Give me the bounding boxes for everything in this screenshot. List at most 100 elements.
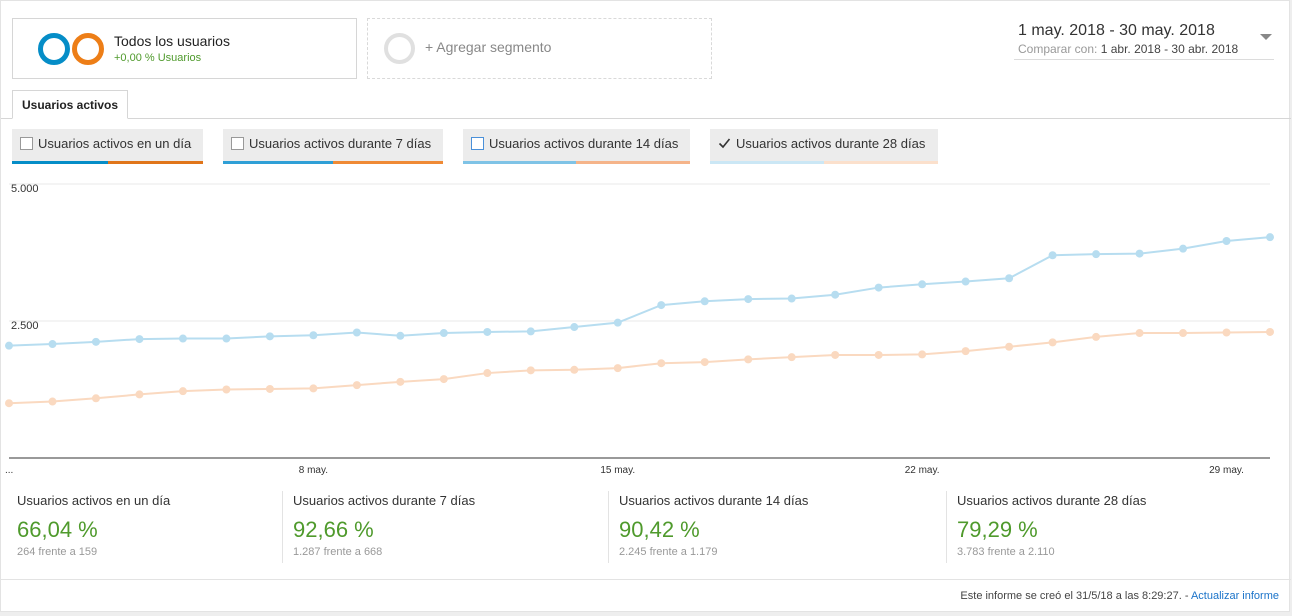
- x-tick-label: 29 may.: [1209, 465, 1244, 476]
- data-point-current: [5, 341, 13, 350]
- kpi-compare: 3.783 frente a 2.110: [957, 546, 1055, 558]
- data-point-previous: [222, 385, 231, 394]
- current-color-bar: [223, 161, 333, 164]
- segment-previous-donut-icon: [72, 33, 104, 65]
- data-point-previous: [874, 350, 883, 359]
- metric-label: Usuarios activos durante 28 días: [736, 136, 926, 151]
- data-point-current: [526, 327, 535, 336]
- metric-label: Usuarios activos durante 7 días: [249, 136, 432, 151]
- data-point-current: [1005, 274, 1014, 283]
- add-segment-button[interactable]: + Agregar segmento: [367, 18, 712, 79]
- metric-checkbox-checked[interactable]: [718, 137, 731, 150]
- data-point-previous: [570, 365, 579, 374]
- kpi-1-day: Usuarios activos en un día 66,04 % 264 f…: [17, 489, 267, 569]
- kpi-divider: [946, 491, 947, 563]
- data-point-current: [483, 327, 492, 336]
- data-point-current: [570, 323, 579, 332]
- data-point-current: [1179, 244, 1188, 253]
- data-point-previous: [1179, 329, 1188, 338]
- current-color-bar: [463, 161, 576, 164]
- segment-all-users[interactable]: Todos los usuarios +0,00 % Usuarios: [12, 18, 357, 79]
- data-point-current: [396, 331, 405, 340]
- data-point-previous: [439, 375, 448, 384]
- data-point-current: [135, 335, 144, 344]
- y-tick-label: 2.500: [11, 320, 39, 332]
- data-point-previous: [396, 377, 405, 386]
- data-point-current: [1222, 236, 1231, 245]
- kpi-name: Usuarios activos durante 28 días: [957, 493, 1147, 508]
- data-point-previous: [1005, 342, 1014, 351]
- data-point-previous: [613, 364, 622, 373]
- metric-checkbox[interactable]: [231, 137, 244, 150]
- checkmark-icon: [718, 138, 731, 149]
- data-point-current: [1048, 251, 1057, 260]
- data-point-previous: [526, 366, 535, 375]
- previous-color-bar: [108, 161, 203, 164]
- kpi-value: 90,42 %: [619, 517, 700, 542]
- compare-value: 1 abr. 2018 - 30 abr. 2018: [1100, 42, 1239, 56]
- add-segment-label: + Agregar segmento: [425, 39, 552, 55]
- data-point-previous: [831, 350, 840, 359]
- metric-checkbox[interactable]: [471, 137, 484, 150]
- data-point-previous: [1222, 328, 1231, 337]
- data-point-current: [874, 283, 883, 292]
- metric-checkbox[interactable]: [20, 137, 33, 150]
- y-tick-label: 5.000: [11, 183, 39, 195]
- series-line-current: [8, 236, 1271, 347]
- data-point-previous: [265, 384, 274, 393]
- data-point-previous: [1092, 332, 1101, 341]
- previous-color-bar: [333, 161, 443, 164]
- data-point-current: [961, 277, 970, 286]
- active-users-line-chart[interactable]: 5.000 2.500... 8 may. 15 may. 22 may. 29 may.: [1, 171, 1291, 481]
- data-point-previous: [787, 353, 796, 362]
- data-point-current: [1266, 233, 1274, 242]
- series-line-previous: [8, 330, 1271, 405]
- data-point-current: [613, 318, 622, 327]
- previous-color-bar: [824, 161, 938, 164]
- data-point-previous: [309, 384, 318, 393]
- x-tick-label: ...: [5, 465, 13, 476]
- data-point-current: [1092, 250, 1101, 259]
- kpi-divider: [282, 491, 283, 563]
- report-footer: Este informe se creó el 31/5/18 a las 8:…: [1, 579, 1291, 613]
- kpi-compare: 264 frente a 159: [17, 546, 98, 558]
- empty-segment-donut-icon: [384, 33, 415, 64]
- data-point-previous: [744, 355, 753, 364]
- data-point-previous: [961, 347, 970, 356]
- metric-toggle-28-days[interactable]: Usuarios activos durante 28 días: [710, 129, 938, 164]
- data-point-current: [831, 290, 840, 299]
- tab-active-users[interactable]: Usuarios activos: [12, 90, 129, 119]
- data-point-current: [744, 295, 753, 304]
- date-range-picker[interactable]: 1 may. 2018 - 30 may. 2018 Comparar con:…: [1014, 22, 1274, 60]
- date-range-main: 1 may. 2018 - 30 may. 2018: [1018, 22, 1215, 39]
- data-point-previous: [657, 359, 666, 368]
- metric-toggle-7-days[interactable]: Usuarios activos durante 7 días: [223, 129, 443, 164]
- kpi-value: 66,04 %: [17, 517, 98, 542]
- kpi-name: Usuarios activos durante 7 días: [293, 493, 476, 508]
- kpi-name: Usuarios activos en un día: [17, 493, 171, 508]
- segment-current-donut-icon: [38, 33, 70, 65]
- data-point-current: [309, 331, 318, 340]
- tab-bar: [1, 118, 1291, 119]
- previous-color-bar: [576, 161, 690, 164]
- data-point-previous: [1048, 338, 1057, 347]
- data-point-previous: [483, 369, 492, 378]
- metric-toggle-1-day[interactable]: Usuarios activos en un día: [12, 129, 203, 164]
- data-point-current: [222, 334, 231, 343]
- metric-label: Usuarios activos durante 14 días: [489, 136, 679, 151]
- kpi-compare: 2.245 frente a 1.179: [619, 546, 718, 558]
- chevron-down-icon[interactable]: [1260, 34, 1272, 40]
- kpi-value: 92,66 %: [293, 517, 374, 542]
- data-point-current: [178, 334, 187, 343]
- segment-title: Todos los usuarios: [114, 33, 230, 49]
- data-point-previous: [1135, 329, 1144, 338]
- footer-text: Este informe se creó el 31/5/18 a las 8:…: [960, 590, 1279, 602]
- segment-subtitle: +0,00 % Usuarios: [114, 52, 202, 64]
- metric-toggle-14-days[interactable]: Usuarios activos durante 14 días: [463, 129, 690, 164]
- date-range-compare: Comparar con: 1 abr. 2018 - 30 abr. 2018: [1018, 42, 1238, 56]
- kpi-name: Usuarios activos durante 14 días: [619, 493, 809, 508]
- data-point-current: [48, 340, 57, 349]
- refresh-report-link[interactable]: Actualizar informe: [1190, 590, 1279, 602]
- kpi-28-days: Usuarios activos durante 28 días 79,29 %…: [957, 489, 1277, 569]
- data-point-previous: [5, 399, 13, 408]
